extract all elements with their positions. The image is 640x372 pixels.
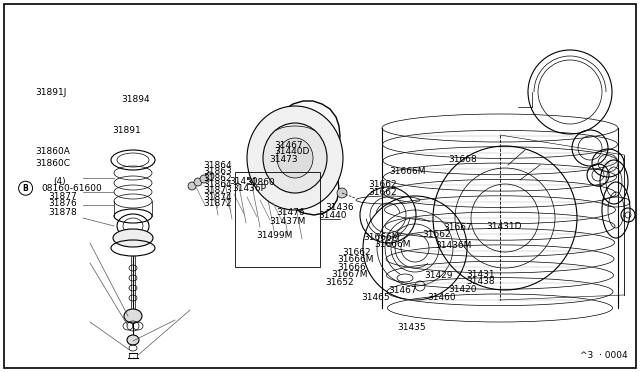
Text: 08160-61600: 08160-61600 (42, 184, 102, 193)
Text: 31860: 31860 (246, 178, 275, 187)
Text: 31431: 31431 (466, 270, 495, 279)
Ellipse shape (127, 335, 139, 345)
Text: 31435: 31435 (397, 323, 426, 332)
Text: 31864: 31864 (204, 180, 232, 189)
Text: 31862: 31862 (204, 174, 232, 183)
Circle shape (337, 188, 347, 198)
Ellipse shape (124, 309, 142, 323)
Text: 31436M: 31436M (435, 241, 472, 250)
Text: 31873: 31873 (204, 186, 232, 195)
Text: 31668: 31668 (448, 155, 477, 164)
Text: 31467: 31467 (388, 286, 417, 295)
Text: 31662: 31662 (422, 230, 451, 239)
Text: 31437M: 31437M (269, 217, 305, 226)
Circle shape (194, 178, 202, 186)
Text: 31460: 31460 (428, 293, 456, 302)
Circle shape (206, 172, 214, 180)
Text: 31876: 31876 (48, 199, 77, 208)
Text: 31662: 31662 (368, 180, 397, 189)
Ellipse shape (277, 138, 313, 178)
Text: 31420: 31420 (448, 285, 477, 294)
Text: 31666M: 31666M (374, 240, 411, 249)
Text: 31662: 31662 (342, 248, 371, 257)
Text: 31863: 31863 (204, 167, 232, 176)
Text: 31440: 31440 (319, 211, 348, 220)
Circle shape (200, 175, 208, 183)
Text: 31894: 31894 (122, 95, 150, 104)
Bar (235, 172, 320, 267)
Circle shape (188, 182, 196, 190)
Text: 31436P: 31436P (232, 185, 266, 193)
Text: (4): (4) (53, 177, 66, 186)
Text: 31473: 31473 (269, 155, 298, 164)
Text: 31476: 31476 (276, 208, 305, 217)
Text: 31440D: 31440D (274, 147, 309, 156)
Text: 31874: 31874 (204, 193, 232, 202)
Text: 31877: 31877 (48, 192, 77, 201)
Text: 31667M: 31667M (332, 270, 368, 279)
Text: 31891J: 31891J (35, 88, 67, 97)
Text: 31864: 31864 (204, 161, 232, 170)
Text: 31450: 31450 (229, 177, 258, 186)
Text: B: B (23, 184, 28, 193)
Text: 31438: 31438 (466, 278, 495, 286)
Text: 31666M: 31666M (389, 167, 426, 176)
Text: ^3  ⋅ 0004: ^3 ⋅ 0004 (580, 350, 628, 359)
Text: 31652: 31652 (325, 278, 354, 287)
Text: 31436: 31436 (325, 203, 354, 212)
Ellipse shape (263, 123, 327, 193)
Text: 31429: 31429 (424, 271, 453, 280)
Text: 31666M: 31666M (337, 255, 374, 264)
Text: 31891: 31891 (112, 126, 141, 135)
Text: 31860C: 31860C (35, 159, 70, 168)
Text: 31878: 31878 (48, 208, 77, 217)
Text: 31467: 31467 (274, 141, 303, 150)
Text: 31667: 31667 (444, 223, 472, 232)
Text: 31465: 31465 (362, 293, 390, 302)
Polygon shape (255, 101, 340, 215)
Text: 31872: 31872 (204, 199, 232, 208)
Text: 31860A: 31860A (35, 147, 70, 156)
Text: 31666: 31666 (337, 263, 366, 272)
Text: 31662: 31662 (368, 188, 397, 197)
Text: 31666M: 31666M (364, 233, 400, 242)
Text: 31499M: 31499M (256, 231, 292, 240)
Ellipse shape (113, 229, 153, 247)
Ellipse shape (247, 106, 343, 210)
Text: 31431D: 31431D (486, 222, 522, 231)
